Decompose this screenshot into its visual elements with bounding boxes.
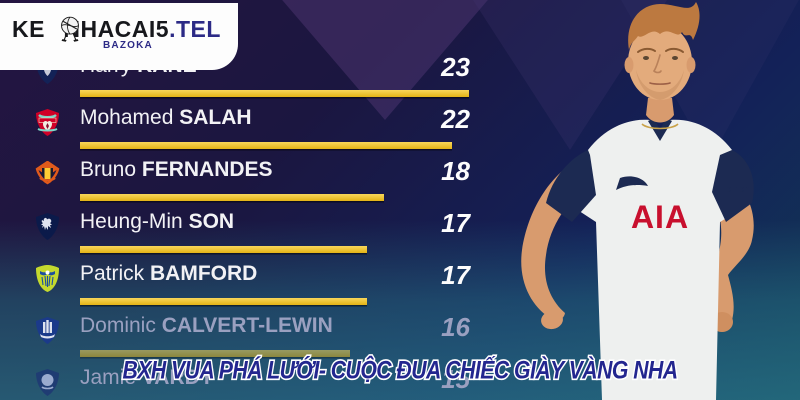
svg-text:cinch: cinch — [726, 184, 750, 194]
svg-text:AIA: AIA — [631, 199, 689, 235]
